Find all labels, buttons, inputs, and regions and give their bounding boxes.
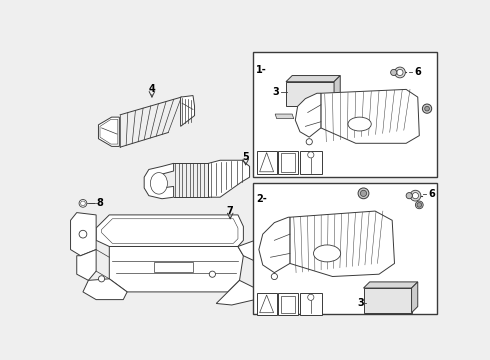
Circle shape (81, 201, 85, 206)
Bar (154, 262, 193, 272)
Text: 7: 7 (227, 206, 234, 216)
Polygon shape (278, 293, 298, 315)
Text: 4: 4 (148, 84, 155, 94)
Polygon shape (278, 151, 298, 174)
Text: 6: 6 (415, 67, 421, 77)
Text: 8: 8 (97, 198, 103, 208)
Polygon shape (257, 293, 277, 315)
Circle shape (306, 139, 312, 145)
Polygon shape (144, 163, 173, 199)
Text: 3: 3 (272, 87, 279, 97)
Ellipse shape (348, 117, 371, 131)
Polygon shape (100, 120, 118, 144)
Polygon shape (77, 249, 96, 280)
Polygon shape (71, 213, 96, 256)
Text: 5: 5 (243, 152, 249, 162)
Circle shape (271, 274, 277, 280)
Polygon shape (286, 82, 334, 106)
Ellipse shape (314, 245, 341, 262)
Text: 6: 6 (428, 189, 435, 199)
Polygon shape (181, 95, 195, 126)
Polygon shape (257, 151, 277, 174)
Polygon shape (412, 282, 418, 313)
Ellipse shape (150, 172, 168, 194)
Bar (281, 153, 295, 172)
Polygon shape (300, 293, 321, 315)
Bar (281, 296, 295, 313)
Circle shape (79, 199, 87, 207)
Polygon shape (364, 288, 412, 313)
Circle shape (308, 294, 314, 300)
Circle shape (391, 69, 397, 76)
Circle shape (361, 190, 367, 197)
Circle shape (417, 203, 421, 207)
Polygon shape (275, 114, 294, 119)
Polygon shape (260, 153, 273, 172)
Circle shape (209, 271, 216, 277)
Polygon shape (364, 282, 418, 288)
Polygon shape (290, 211, 394, 276)
Text: 2-: 2- (256, 194, 267, 204)
Bar (253, 183, 437, 314)
Polygon shape (334, 76, 340, 106)
Text: 1-: 1- (256, 65, 267, 75)
Polygon shape (109, 247, 244, 292)
Circle shape (422, 104, 432, 113)
Bar (253, 53, 437, 177)
Circle shape (410, 190, 421, 201)
Circle shape (98, 276, 105, 282)
Polygon shape (321, 89, 419, 143)
Polygon shape (96, 215, 244, 247)
Polygon shape (98, 117, 120, 147)
Circle shape (358, 188, 369, 199)
Polygon shape (260, 295, 273, 313)
Polygon shape (259, 217, 290, 273)
Circle shape (79, 230, 87, 238)
Polygon shape (300, 151, 321, 174)
Circle shape (394, 67, 405, 78)
Polygon shape (295, 93, 321, 137)
Circle shape (308, 152, 314, 158)
Circle shape (425, 106, 429, 111)
Circle shape (412, 193, 418, 199)
Circle shape (397, 69, 403, 76)
Polygon shape (83, 279, 127, 300)
Circle shape (406, 193, 412, 199)
Circle shape (416, 201, 423, 209)
Text: 3: 3 (358, 298, 365, 309)
Polygon shape (101, 219, 238, 243)
Polygon shape (238, 240, 259, 261)
Polygon shape (209, 160, 249, 197)
Polygon shape (216, 280, 255, 305)
Polygon shape (286, 76, 340, 82)
